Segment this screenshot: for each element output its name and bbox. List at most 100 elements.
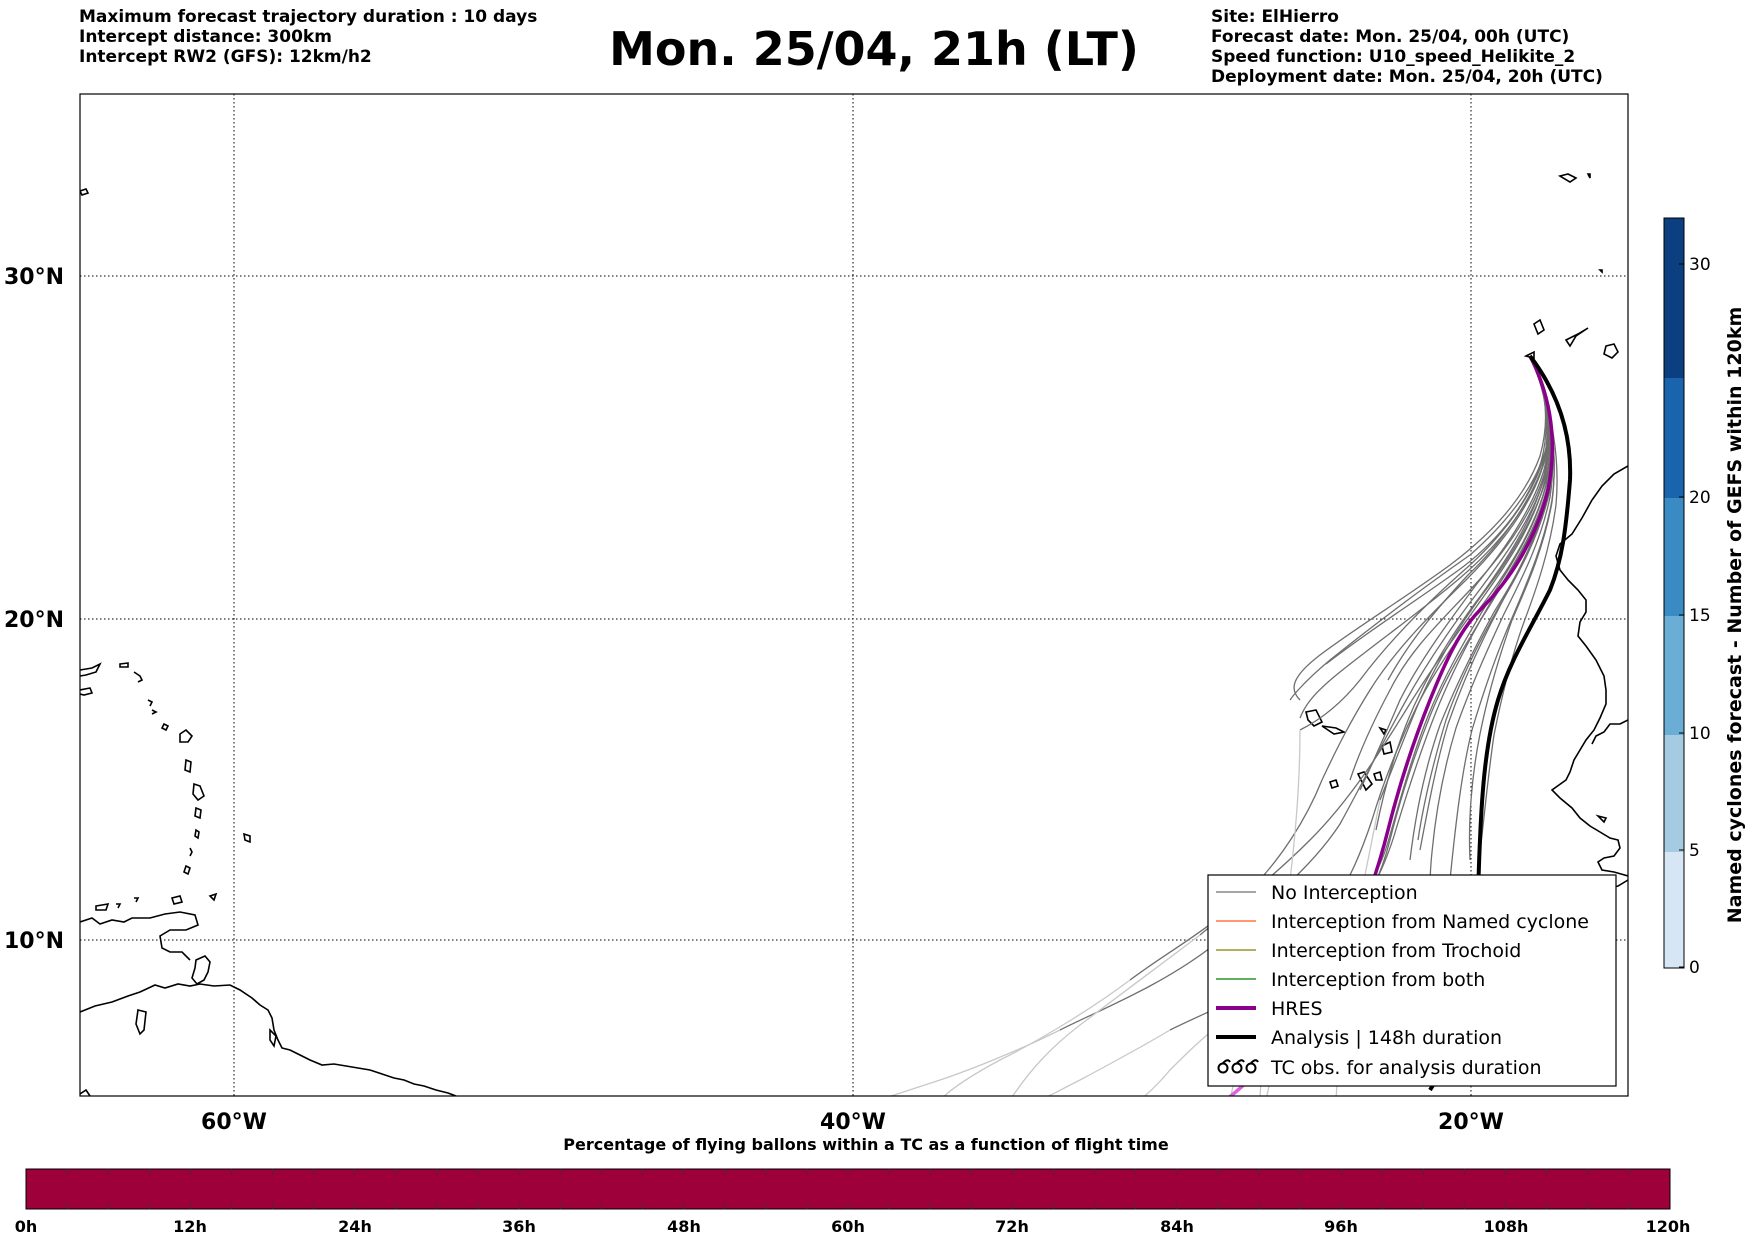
bottom-bar-minor-ticks: [66, 1169, 1630, 1209]
legend-item-analysis: Analysis | 148h duration: [1216, 1027, 1502, 1049]
colorbar-band: [1664, 735, 1684, 852]
canaries-2: [1564, 327, 1589, 348]
bottom-colorbar: Percentage of flying ballons within a TC…: [15, 1135, 1691, 1236]
legend-label: TC obs. for analysis duration: [1270, 1057, 1542, 1079]
colorbar-band: [1664, 852, 1684, 968]
bottom-tick-label: 24h: [338, 1217, 372, 1236]
coastlines: [80, 173, 1628, 1096]
hispaniola-west: [80, 687, 94, 696]
cape-verde-4: [1381, 740, 1393, 755]
colorbar-band: [1664, 378, 1684, 498]
legend-item-trochoid: Interception from Trochoid: [1216, 940, 1521, 962]
max-duration-text: Maximum forecast trajectory duration : 1…: [79, 7, 538, 27]
st-vincent: [194, 828, 200, 840]
lat-label-20n: 20°N: [4, 608, 64, 633]
orinoco-delta: [269, 1028, 277, 1049]
aruba-curacao: [95, 902, 110, 911]
legend-label: Interception from both: [1271, 969, 1485, 991]
trinidad: [191, 955, 211, 986]
bermuda-area: [80, 188, 90, 196]
lon-label-60w: 60°W: [201, 1110, 267, 1135]
st-lucia: [194, 806, 202, 820]
lon-label-20w: 20°W: [1438, 1110, 1504, 1135]
canaries-3: [1603, 343, 1619, 359]
lat-label-10n: 10°N: [4, 929, 64, 954]
bijagos: [1595, 814, 1608, 824]
madeira: [1557, 173, 1578, 183]
colorbar-tick-label: 20: [1689, 488, 1711, 508]
colorbar-band: [1664, 616, 1684, 735]
trajectory-tail: [1011, 934, 1201, 1096]
colorbar-tick-label: 5: [1689, 841, 1700, 861]
cape-verde-2: [1321, 725, 1347, 735]
legend-item-tc-obs: TC obs. for analysis duration: [1217, 1057, 1542, 1079]
header-left-info: Maximum forecast trajectory duration : 1…: [79, 7, 537, 67]
legend-item-named-cyclone: Interception from Named cyclone: [1216, 911, 1589, 933]
lon-label-40w: 40°W: [820, 1110, 886, 1135]
trajectory: [1375, 355, 1550, 831]
graticule: [80, 94, 1628, 1096]
venezuela-coast: [80, 911, 199, 961]
trajectory: [1293, 355, 1547, 701]
right-colorbar: 0 5 10 15 20 30 Named cyclones forecast …: [1663, 217, 1746, 978]
trajectory-tail: [1047, 1029, 1171, 1096]
africa-coast-east: [1591, 719, 1628, 745]
legend-label: Interception from Trochoid: [1271, 940, 1521, 962]
colorbar-frame: [1663, 217, 1685, 969]
colorbar-tick-label: 15: [1689, 606, 1711, 626]
martinique: [192, 782, 205, 802]
islet-1: [133, 671, 144, 683]
cuba-west: [80, 662, 102, 677]
colorbar-tick-label: 30: [1689, 255, 1711, 275]
legend-label: Interception from Named cyclone: [1271, 911, 1589, 933]
trajectory: [1477, 355, 1558, 871]
colorbar-band: [1664, 218, 1684, 378]
los-roques: [134, 897, 140, 903]
islet-2: [147, 699, 154, 707]
colorbar-axis-label: Named cyclones forecast - Number of GEFS…: [1724, 307, 1746, 924]
colorbar-tick-label: 10: [1689, 724, 1711, 744]
lat-label-30n: 30°N: [4, 265, 64, 290]
cape-verde-5: [1356, 771, 1374, 792]
colorbar-tick-label: 0: [1689, 958, 1700, 978]
guadeloupe: [179, 728, 194, 743]
small-islet-a: [80, 1088, 91, 1096]
bottom-tick-label: 12h: [173, 1217, 207, 1236]
grenadines: [189, 847, 193, 857]
legend-label: HRES: [1271, 998, 1323, 1020]
islet-4: [160, 722, 170, 732]
page-title: Mon. 25/04, 21h (LT): [0, 22, 1752, 76]
islet-3: [151, 709, 158, 715]
bottom-tick-label: 48h: [667, 1217, 701, 1236]
bottom-tick-label: 84h: [1160, 1217, 1194, 1236]
dominica: [184, 758, 192, 774]
bottom-bar: [25, 1168, 1671, 1210]
puerto-rico: [119, 662, 129, 668]
legend-item-hres: HRES: [1216, 998, 1323, 1020]
title-text: Mon. 25/04, 21h (LT): [609, 22, 1139, 76]
site-text: Site: ElHierro: [1211, 7, 1339, 27]
cape-verde-1: [1305, 709, 1324, 727]
bottom-tick-label: 60h: [831, 1217, 865, 1236]
header-right-info: Site: ElHierro Forecast date: Mon. 25/04…: [1211, 7, 1603, 87]
cape-verde-7: [1328, 778, 1340, 790]
deployment-date-text: Deployment date: Mon. 25/04, 20h (UTC): [1211, 67, 1603, 87]
colorbar-band: [1664, 498, 1684, 616]
margarita: [170, 895, 184, 905]
colorbar-ticks: [1679, 263, 1684, 968]
bottom-tick-label: 0h: [15, 1217, 38, 1236]
guyana-islets: [135, 1009, 147, 1036]
hres-trajectory: [1344, 355, 1554, 951]
map-border: [79, 93, 1629, 1097]
azores-small: [1598, 269, 1603, 274]
legend-item-both: Interception from both: [1216, 969, 1485, 991]
canaries-1: [1533, 318, 1545, 336]
bottom-tick-label: 120h: [1646, 1217, 1691, 1236]
cape-verde-3: [1378, 726, 1388, 736]
legend-label: No Interception: [1271, 882, 1418, 904]
forecast-date-text: Forecast date: Mon. 25/04, 00h (UTC): [1211, 27, 1570, 47]
legend-item-no-interception: No Interception: [1216, 882, 1418, 904]
bonaire: [116, 903, 122, 909]
intercept-rw2-text: Intercept RW2 (GFS): 12km/h2: [79, 47, 372, 67]
